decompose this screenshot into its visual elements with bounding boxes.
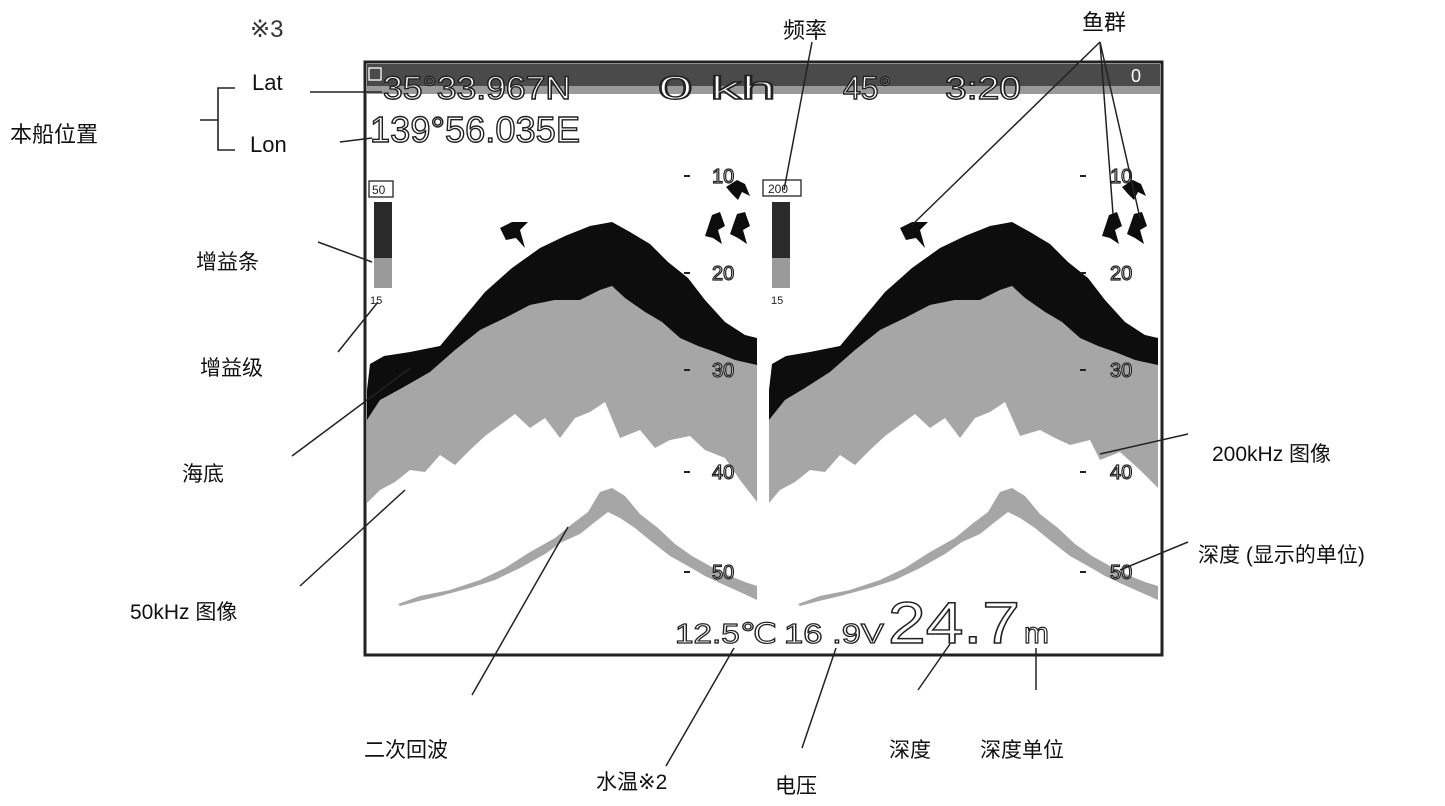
depth-scale-right: 10 20 30 40 50 — [1080, 165, 1133, 585]
depth-scale-unit-label: 深度 (显示的单位) — [1198, 544, 1365, 567]
leader-second-echo — [471, 526, 569, 696]
fish-icon — [705, 212, 725, 244]
image-200khz-label: 200kHz 图像 — [1212, 443, 1332, 466]
status-bar-stripe — [367, 86, 1160, 94]
fish-icon — [500, 222, 528, 248]
voltage-label: 电压 — [775, 775, 817, 798]
status-bar — [367, 64, 1160, 86]
seabed-200khz — [769, 222, 1158, 420]
freq-label-50: 50 — [372, 183, 386, 197]
leader-50khz — [299, 489, 406, 587]
depth-label: 深度 — [889, 739, 931, 762]
second-echo-200khz — [798, 488, 1158, 606]
fish-icon — [1127, 212, 1147, 244]
second-echo-50khz — [398, 488, 757, 606]
lat-value: 35°33.967N — [383, 70, 571, 106]
position-label: 本船位置 — [10, 122, 99, 147]
heading-value: 45° — [843, 70, 891, 106]
depth-tick-40: 40 — [1110, 462, 1132, 484]
pane-200khz — [769, 180, 1158, 606]
depth-tick-10: 10 — [1110, 166, 1132, 188]
fish-icon — [900, 222, 928, 248]
freq-label-200: 200 — [768, 182, 788, 196]
depth-unit-label: 深度单位 — [980, 739, 1064, 762]
lon-value: 139°56.035E — [370, 109, 580, 150]
gain-bar-left: 50 15 — [368, 180, 394, 307]
note-3-label: ※3 — [250, 16, 284, 43]
depth-tick-50: 50 — [712, 562, 734, 584]
depth-tick-40: 40 — [712, 462, 734, 484]
fish-icon — [730, 212, 750, 244]
second-echo-label: 二次回波 — [364, 739, 448, 762]
pane-50khz — [367, 180, 757, 606]
voltage-value: 16 .9V — [784, 618, 884, 649]
leader-frequency — [783, 41, 813, 191]
depth-unit-value: m — [1024, 617, 1049, 650]
image-50khz-label: 50kHz 图像 — [130, 601, 238, 624]
depth-tick-30: 30 — [712, 360, 734, 382]
seabed-label: 海底 — [182, 463, 224, 486]
leader-lines — [291, 41, 1189, 767]
seabed-50khz — [367, 222, 757, 420]
fish-icon — [1102, 212, 1122, 244]
leader-fish-2 — [1099, 41, 1114, 215]
depth-tick-50: 50 — [1110, 562, 1132, 584]
depth-tick-20: 20 — [712, 263, 734, 285]
depth-tick-10: 10 — [712, 166, 734, 188]
gray-echo-200khz — [769, 286, 1158, 503]
leader-water-temp — [665, 647, 735, 767]
leader-fish-3 — [1099, 41, 1141, 219]
leader-gain-level — [337, 301, 379, 353]
lat-icon-box — [368, 67, 382, 81]
leader-depth — [917, 643, 951, 691]
water-temp-label: 水温※2 — [596, 771, 668, 794]
corner-value: 0 — [1131, 66, 1141, 86]
gain-bar-right: 200 15 — [762, 179, 802, 307]
position-bracket — [200, 87, 235, 151]
leader-200khz — [1099, 433, 1189, 455]
leader-seabed — [291, 367, 411, 457]
fish-icon — [726, 180, 750, 200]
depth-value: 24.7 — [888, 591, 1020, 656]
depth-tick-20: 20 — [1110, 263, 1132, 285]
speed-value: 0 kh — [658, 70, 776, 106]
leader-gain-bar — [317, 241, 373, 263]
leader-fish-1 — [911, 41, 1101, 226]
leader-voltage — [801, 647, 837, 749]
lon-label: Lon — [250, 132, 287, 157]
depth-tick-30: 30 — [1110, 360, 1132, 382]
gain-level-left: 15 — [370, 295, 382, 307]
depth-scale-left: 10 20 30 40 50 — [684, 165, 735, 585]
time-value: 3:20 — [945, 70, 1021, 106]
leader-depth-scale-unit — [1119, 541, 1189, 571]
gray-echo-50khz — [367, 286, 757, 503]
gain-level-right: 15 — [771, 295, 783, 307]
water-temp-value: 12.5℃ — [675, 618, 777, 649]
gain-bar-label: 增益条 — [196, 251, 259, 274]
gain-level-label: 增益级 — [200, 357, 263, 380]
leader-lon — [339, 137, 373, 143]
frequency-label: 频率 — [783, 18, 828, 43]
fish-school-label: 鱼群 — [1082, 10, 1127, 35]
lat-label: Lat — [252, 70, 283, 95]
